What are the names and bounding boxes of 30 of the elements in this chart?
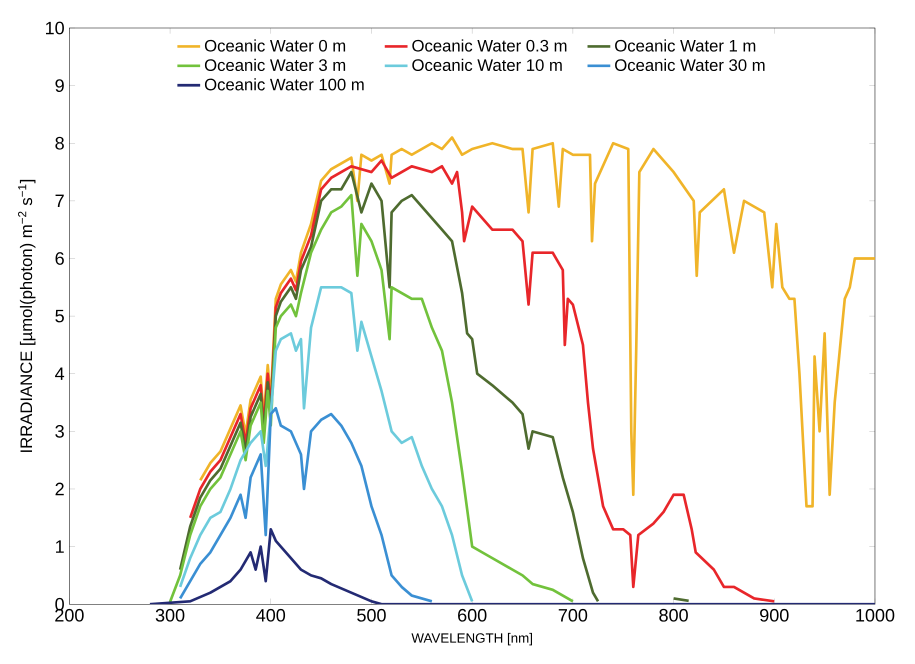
y-tick-label: 6 xyxy=(56,252,64,265)
y-tick-label: 10 xyxy=(46,22,64,34)
y-tick-label: 9 xyxy=(55,79,64,92)
x-tick-label: 700 xyxy=(558,608,588,622)
x-axis-title: WAVELENGTH [nm] xyxy=(411,632,532,646)
line-series xyxy=(148,528,875,604)
x-tick-label: 500 xyxy=(357,608,386,622)
x-tick-label: 300 xyxy=(156,608,184,622)
x-tick-label: 400 xyxy=(256,608,286,622)
legend-label: Oceanic Water 10 m xyxy=(412,58,562,71)
x-tick-label: 600 xyxy=(458,608,486,622)
y-tick-label: 1 xyxy=(56,540,64,553)
y-tick-label: 3 xyxy=(55,424,64,438)
legend-label: Oceanic Water 0 m xyxy=(204,39,346,52)
x-tick-label: 800 xyxy=(659,608,688,622)
x-tick-label: 200 xyxy=(55,608,84,622)
y-tick-label: 4 xyxy=(55,367,64,380)
legend-label: Oceanic Water 3 m xyxy=(204,58,346,71)
legend-label: Oceanic Water 100 m xyxy=(204,78,364,90)
y-axis-title: IRRADIANCE [µmol(photon) m$^{−2}$ s$^{−1}$] xyxy=(18,180,36,452)
line-series xyxy=(168,194,574,604)
y-tick-label: 5 xyxy=(55,310,64,322)
legend-label: Oceanic Water 0.3 m xyxy=(412,39,566,52)
y-tick-label: 2 xyxy=(56,482,64,496)
y-tick-label: 7 xyxy=(56,194,64,207)
x-tick-label: 1000 xyxy=(856,608,894,622)
legend-label: Oceanic Water 30 m xyxy=(615,58,764,71)
legend-label: Oceanic Water 1 m xyxy=(615,39,756,52)
y-tick-label: 8 xyxy=(55,136,64,150)
x-tick-label: 900 xyxy=(760,608,789,622)
